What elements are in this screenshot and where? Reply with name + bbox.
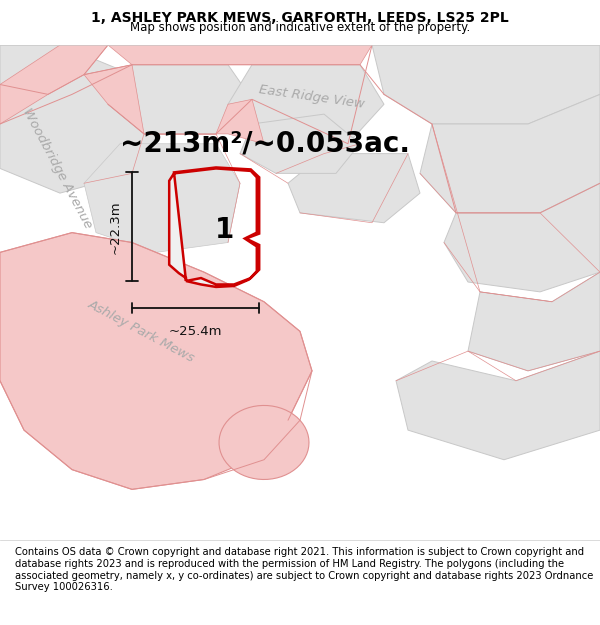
Text: Map shows position and indicative extent of the property.: Map shows position and indicative extent…: [130, 21, 470, 34]
Polygon shape: [288, 154, 420, 222]
Text: Contains OS data © Crown copyright and database right 2021. This information is : Contains OS data © Crown copyright and d…: [15, 548, 593, 592]
Polygon shape: [468, 272, 600, 371]
Text: ~25.4m: ~25.4m: [169, 325, 223, 338]
Polygon shape: [84, 144, 240, 252]
Text: ~213m²/~0.053ac.: ~213m²/~0.053ac.: [120, 130, 410, 158]
Polygon shape: [0, 45, 168, 193]
Polygon shape: [444, 183, 600, 292]
Polygon shape: [396, 351, 600, 460]
Text: Ashley Park Mews: Ashley Park Mews: [85, 298, 197, 365]
Polygon shape: [0, 232, 312, 489]
Polygon shape: [108, 45, 372, 65]
Polygon shape: [169, 168, 259, 287]
Polygon shape: [216, 99, 264, 144]
Polygon shape: [108, 65, 252, 134]
Polygon shape: [228, 65, 384, 144]
Polygon shape: [84, 65, 144, 134]
Text: Woodbridge Avenue: Woodbridge Avenue: [20, 106, 94, 231]
Text: ~22.3m: ~22.3m: [109, 200, 122, 254]
Polygon shape: [420, 94, 600, 213]
Polygon shape: [219, 406, 309, 479]
Polygon shape: [0, 45, 108, 124]
Text: East Ridge View: East Ridge View: [259, 83, 365, 111]
Text: 1, ASHLEY PARK MEWS, GARFORTH, LEEDS, LS25 2PL: 1, ASHLEY PARK MEWS, GARFORTH, LEEDS, LS…: [91, 11, 509, 25]
Polygon shape: [240, 114, 360, 173]
Polygon shape: [372, 45, 600, 124]
Text: 1: 1: [215, 216, 235, 244]
